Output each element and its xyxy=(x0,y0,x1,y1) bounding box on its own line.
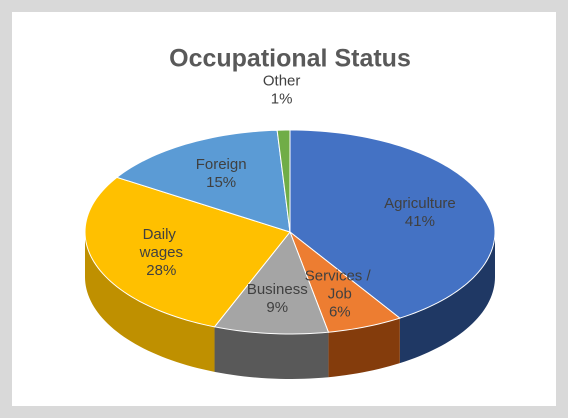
slice xyxy=(84,176,291,328)
value-label: 1% xyxy=(271,90,293,107)
category-label-line: Agriculture xyxy=(384,195,456,212)
slice xyxy=(289,129,496,319)
slice-side xyxy=(328,318,400,378)
category-label-line: wages xyxy=(139,244,183,261)
chart-title: Occupational Status xyxy=(169,45,411,73)
category-label-line: Services / xyxy=(305,268,375,285)
category-label-line: Business xyxy=(247,281,308,298)
value-label: 41% xyxy=(405,213,435,230)
value-label: 6% xyxy=(329,304,351,321)
category-label-line: Job xyxy=(328,286,352,303)
category-label-line: Daily xyxy=(143,226,181,243)
category-label: Other xyxy=(263,72,301,89)
value-label: 15% xyxy=(206,174,236,191)
category-label: Business xyxy=(247,281,308,298)
category-label: Agriculture xyxy=(384,195,456,212)
category-label: Services / Job xyxy=(305,268,375,303)
category-label-line: Other xyxy=(263,72,301,89)
category-label-line: Foreign xyxy=(196,156,247,173)
slice xyxy=(115,129,291,233)
slice xyxy=(213,231,330,335)
category-label: Daily wages xyxy=(139,226,183,261)
slice-side xyxy=(214,326,329,379)
slice-side xyxy=(85,232,215,372)
category-label: Foreign xyxy=(196,156,247,173)
value-label: 28% xyxy=(146,262,176,279)
slice xyxy=(288,230,401,333)
slice xyxy=(276,129,291,233)
value-label: 9% xyxy=(266,299,288,316)
